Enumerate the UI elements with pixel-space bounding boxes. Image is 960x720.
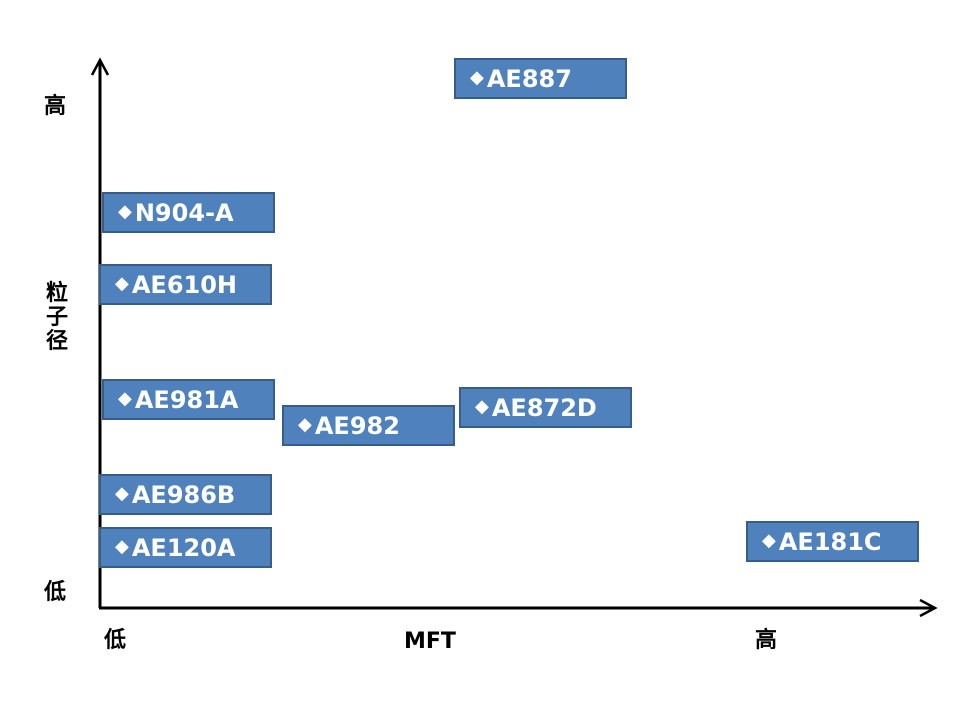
x-axis-mid-label: MFT [404,629,456,654]
x-axis-arrow [919,598,938,618]
product-label: AE610H [131,270,237,299]
product-box-ae120a: ◆ AE120A [99,527,272,568]
x-axis-low-label: 低 [104,628,127,653]
product-box-ae610h: ◆ AE610H [99,264,272,305]
diamond-icon: ◆ [762,530,776,551]
y-axis-high-label: 高 [44,94,67,119]
product-box-ae872d: ◆ AE872D [459,387,632,428]
product-label: N904-A [134,198,234,227]
product-label: AE120A [131,533,236,562]
product-label: AE986B [131,480,236,509]
diamond-icon: ◆ [115,273,129,294]
x-axis-high-label: 高 [755,628,778,653]
product-box-ae181c: ◆ AE181C [746,521,919,562]
product-box-n904-a: ◆ N904-A [102,192,275,233]
diamond-icon: ◆ [298,414,312,435]
product-label: AE872D [491,393,597,422]
product-box-ae887: ◆ AE887 [454,58,627,99]
diamond-icon: ◆ [115,483,129,504]
diamond-icon: ◆ [118,388,132,409]
product-label: AE982 [314,411,400,440]
product-box-ae986b: ◆ AE986B [99,474,272,515]
product-label: AE981A [134,385,239,414]
product-box-ae981a: ◆ AE981A [102,379,275,420]
diamond-icon: ◆ [470,67,484,88]
product-label: AE181C [778,527,882,556]
diamond-icon: ◆ [118,201,132,222]
product-box-ae982: ◆ AE982 [282,405,455,446]
product-label: AE887 [486,64,572,93]
diamond-icon: ◆ [115,536,129,557]
y-axis-title: 粒子径 [45,281,68,355]
diamond-icon: ◆ [475,396,489,417]
y-axis-low-label: 低 [44,580,67,605]
y-axis-arrow [90,57,110,76]
